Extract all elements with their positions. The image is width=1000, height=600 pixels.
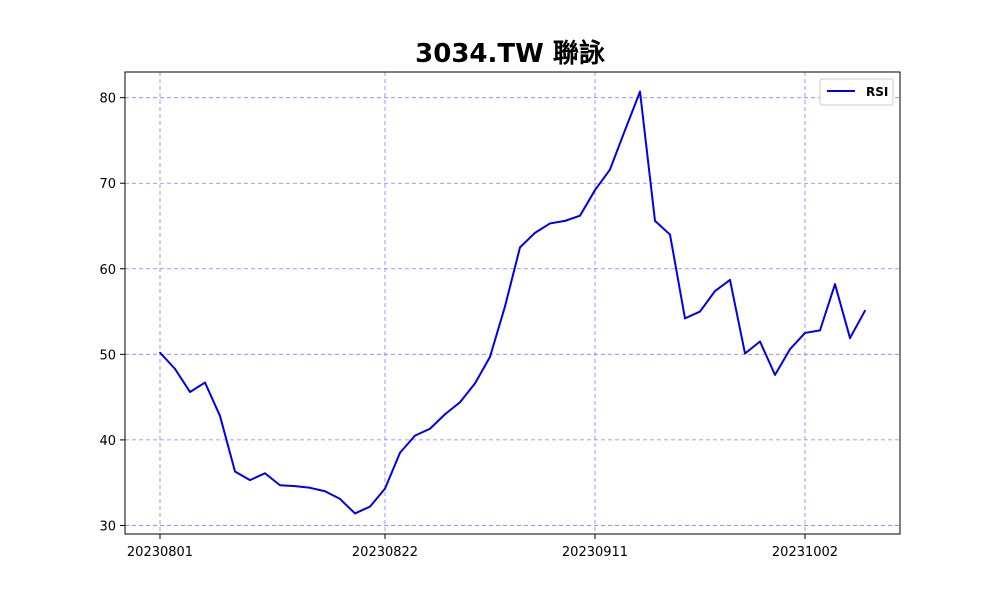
data-point: [519, 246, 521, 249]
data-point: [819, 329, 821, 332]
x-tick-label: 20230822: [352, 545, 418, 560]
y-tick-label: 60: [99, 263, 116, 278]
plot-area-frame: [124, 71, 901, 535]
data-point: [609, 168, 611, 171]
data-point: [864, 309, 866, 312]
y-tick-label: 40: [99, 434, 116, 449]
data-point: [459, 401, 461, 404]
data-point: [714, 290, 716, 292]
chart-title: 3034.TW 聯詠: [415, 38, 605, 69]
data-point: [369, 505, 371, 508]
data-point: [309, 486, 311, 489]
data-point: [204, 381, 206, 384]
y-tick-label: 70: [99, 177, 116, 192]
data-point: [384, 487, 386, 490]
data-point: [804, 332, 806, 334]
series-layer: [159, 90, 866, 515]
data-point: [774, 373, 776, 376]
data-point: [699, 310, 701, 313]
x-tick-label: 20231002: [772, 545, 838, 560]
legend-box: [819, 78, 894, 106]
data-point: [264, 472, 266, 475]
data-point: [624, 129, 626, 132]
data-point: [399, 451, 401, 454]
data-point: [324, 490, 326, 493]
data-point: [834, 283, 836, 286]
data-point: [474, 382, 476, 385]
data-point: [189, 391, 191, 393]
data-point: [339, 498, 341, 500]
data-point: [489, 356, 491, 358]
data-point: [639, 90, 641, 93]
data-point: [579, 214, 581, 217]
data-point: [174, 367, 176, 370]
data-point: [684, 317, 686, 320]
data-point: [729, 279, 731, 281]
y-axis: 30 40 50 60 70 80: [99, 92, 125, 534]
legend: RSI: [819, 78, 894, 106]
data-point: [789, 348, 791, 351]
data-point: [849, 337, 851, 339]
data-point: [669, 233, 671, 236]
grid-lines: [125, 72, 900, 534]
y-tick-label: 80: [99, 92, 116, 107]
data-point: [654, 219, 656, 222]
data-point: [279, 484, 281, 487]
y-tick-label: 30: [99, 519, 116, 534]
series-line-rsi: [159, 90, 866, 515]
data-point: [549, 222, 551, 225]
data-point: [294, 485, 296, 487]
data-point: [159, 351, 161, 354]
x-axis: 20230801 20230822 20230911 20231002: [127, 534, 838, 560]
y-tick-label: 50: [99, 348, 116, 363]
data-point: [354, 512, 356, 515]
data-point: [429, 427, 431, 430]
x-tick-label: 20230801: [127, 545, 193, 560]
data-point: [534, 231, 536, 234]
data-point: [744, 352, 746, 355]
data-point: [594, 189, 596, 191]
data-point: [759, 340, 761, 343]
data-point: [234, 470, 236, 473]
x-tick-label: 20230911: [562, 545, 628, 560]
data-point: [414, 434, 416, 437]
data-point: [504, 305, 506, 308]
legend-label-rsi: RSI: [866, 85, 888, 99]
data-point: [219, 415, 221, 417]
data-point: [444, 413, 446, 416]
data-point: [564, 219, 566, 222]
data-point: [249, 479, 251, 481]
